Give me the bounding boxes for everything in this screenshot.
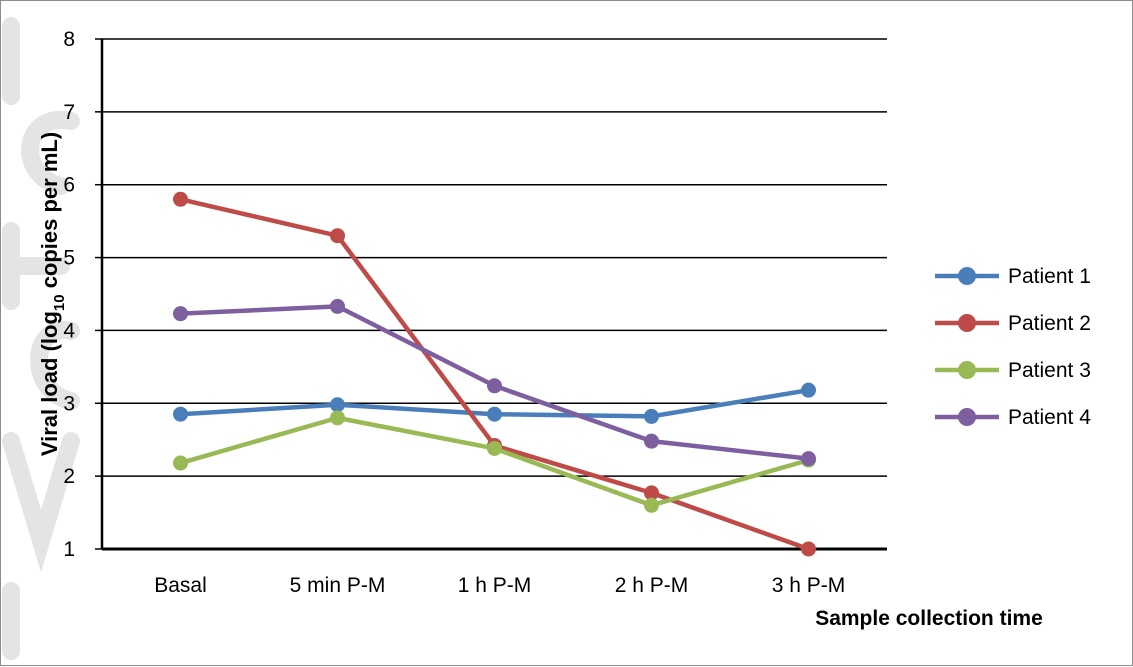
series-line bbox=[181, 199, 809, 549]
y-tick-label: 2 bbox=[63, 465, 75, 488]
y-tick-label: 3 bbox=[63, 392, 75, 415]
data-point bbox=[174, 456, 188, 470]
legend-marker bbox=[958, 314, 976, 332]
data-point bbox=[331, 398, 345, 412]
x-tick-labels: Basal 5 min P-M 1 h P-M 2 h P-M 3 h P-M bbox=[154, 574, 845, 597]
data-point bbox=[488, 379, 502, 393]
data-point bbox=[331, 411, 345, 425]
x-tick-label: Basal bbox=[154, 574, 207, 597]
data-point bbox=[331, 229, 345, 243]
legend-label: Patient 3 bbox=[1008, 359, 1091, 382]
data-point bbox=[802, 452, 816, 466]
series-line bbox=[181, 418, 809, 505]
data-point bbox=[174, 192, 188, 206]
x-tick-label: 3 h P-M bbox=[772, 574, 846, 597]
y-tick-label: 8 bbox=[63, 28, 75, 51]
x-tick-label: 5 min P-M bbox=[290, 574, 386, 597]
y-tick-label: 4 bbox=[63, 319, 75, 342]
data-point bbox=[802, 383, 816, 397]
data-point bbox=[645, 409, 659, 423]
x-tick-label: 1 h P-M bbox=[458, 574, 532, 597]
data-point bbox=[645, 434, 659, 448]
data-point bbox=[645, 498, 659, 512]
data-point bbox=[802, 542, 816, 556]
legend-marker bbox=[958, 361, 976, 379]
legend: Patient 1 Patient 2 Patient 3 Patient 4 bbox=[935, 265, 1091, 429]
series-3 bbox=[174, 411, 816, 512]
data-point bbox=[488, 441, 502, 455]
x-tick-label: 2 h P-M bbox=[615, 574, 689, 597]
legend-label: Patient 1 bbox=[1008, 265, 1091, 288]
x-axis-title: Sample collection time bbox=[815, 607, 1043, 630]
y-tick-label: 6 bbox=[63, 174, 75, 197]
data-point bbox=[488, 407, 502, 421]
legend-marker bbox=[958, 267, 976, 285]
legend-item: Patient 2 bbox=[935, 312, 1091, 335]
legend-label: Patient 4 bbox=[1008, 406, 1091, 429]
data-point bbox=[331, 299, 345, 313]
legend-item: Patient 3 bbox=[935, 359, 1091, 382]
legend-marker bbox=[958, 408, 976, 426]
series-lines bbox=[174, 192, 816, 556]
series-2 bbox=[174, 192, 816, 556]
legend-item: Patient 4 bbox=[935, 406, 1091, 429]
data-point bbox=[174, 307, 188, 321]
y-tick-label: 1 bbox=[63, 538, 75, 561]
y-tick-label: 5 bbox=[63, 247, 75, 270]
legend-item: Patient 1 bbox=[935, 265, 1091, 288]
data-point bbox=[174, 407, 188, 421]
legend-label: Patient 2 bbox=[1008, 312, 1091, 335]
y-tick-label: 7 bbox=[63, 101, 75, 124]
